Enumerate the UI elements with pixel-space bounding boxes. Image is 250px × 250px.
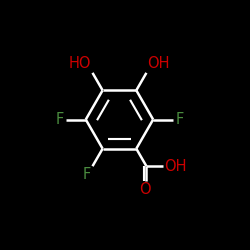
- Text: O: O: [140, 182, 151, 197]
- Text: F: F: [175, 112, 184, 127]
- Text: HO: HO: [68, 56, 91, 71]
- Text: OH: OH: [148, 56, 170, 71]
- Text: OH: OH: [164, 159, 186, 174]
- Text: F: F: [83, 167, 91, 182]
- Text: F: F: [56, 112, 64, 127]
